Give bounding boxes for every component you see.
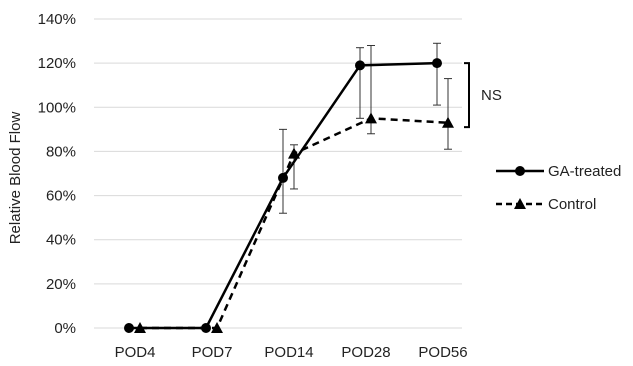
y-axis-ticks: 0% 20% 40% 60% 80% 100% 120% 140% xyxy=(38,11,76,337)
y-tick-label: 60% xyxy=(46,188,76,205)
data-point-circle xyxy=(201,323,211,333)
data-point-triangle xyxy=(134,322,146,333)
data-point-triangle xyxy=(211,322,223,333)
x-tick-label: POD14 xyxy=(264,344,313,361)
x-tick-label: POD56 xyxy=(418,344,467,361)
y-tick-label: 120% xyxy=(38,55,76,72)
series-markers xyxy=(124,58,454,333)
y-tick-label: 80% xyxy=(46,143,76,160)
legend-label: Control xyxy=(548,196,596,213)
y-tick-label: 20% xyxy=(46,276,76,293)
y-tick-label: 0% xyxy=(54,320,76,337)
x-tick-label: POD4 xyxy=(115,344,156,361)
y-axis-title: Relative Blood Flow xyxy=(7,112,24,245)
data-point-circle xyxy=(355,60,365,71)
data-point-triangle xyxy=(442,116,454,128)
data-point-circle xyxy=(278,172,288,183)
legend-label: GA-treated xyxy=(548,163,621,180)
data-point-triangle xyxy=(288,147,300,159)
significance-label: NS xyxy=(481,87,502,104)
legend-marker xyxy=(515,166,525,176)
legend: GA-treated Control xyxy=(496,163,621,213)
x-tick-label: POD28 xyxy=(341,344,390,361)
data-point-triangle xyxy=(365,112,377,124)
y-tick-label: 100% xyxy=(38,99,76,116)
x-axis-ticks: POD4 POD7 POD14 POD28 POD56 xyxy=(115,344,468,361)
y-tick-label: 40% xyxy=(46,232,76,249)
legend-marker xyxy=(514,198,526,209)
y-tick-label: 140% xyxy=(38,11,76,28)
data-point-circle xyxy=(432,58,442,69)
gridlines xyxy=(94,18,462,329)
x-tick-label: POD7 xyxy=(192,344,233,361)
data-point-circle xyxy=(124,323,134,333)
error-bars xyxy=(279,42,452,214)
significance-bracket xyxy=(464,62,470,129)
annotations: NS xyxy=(464,62,502,129)
